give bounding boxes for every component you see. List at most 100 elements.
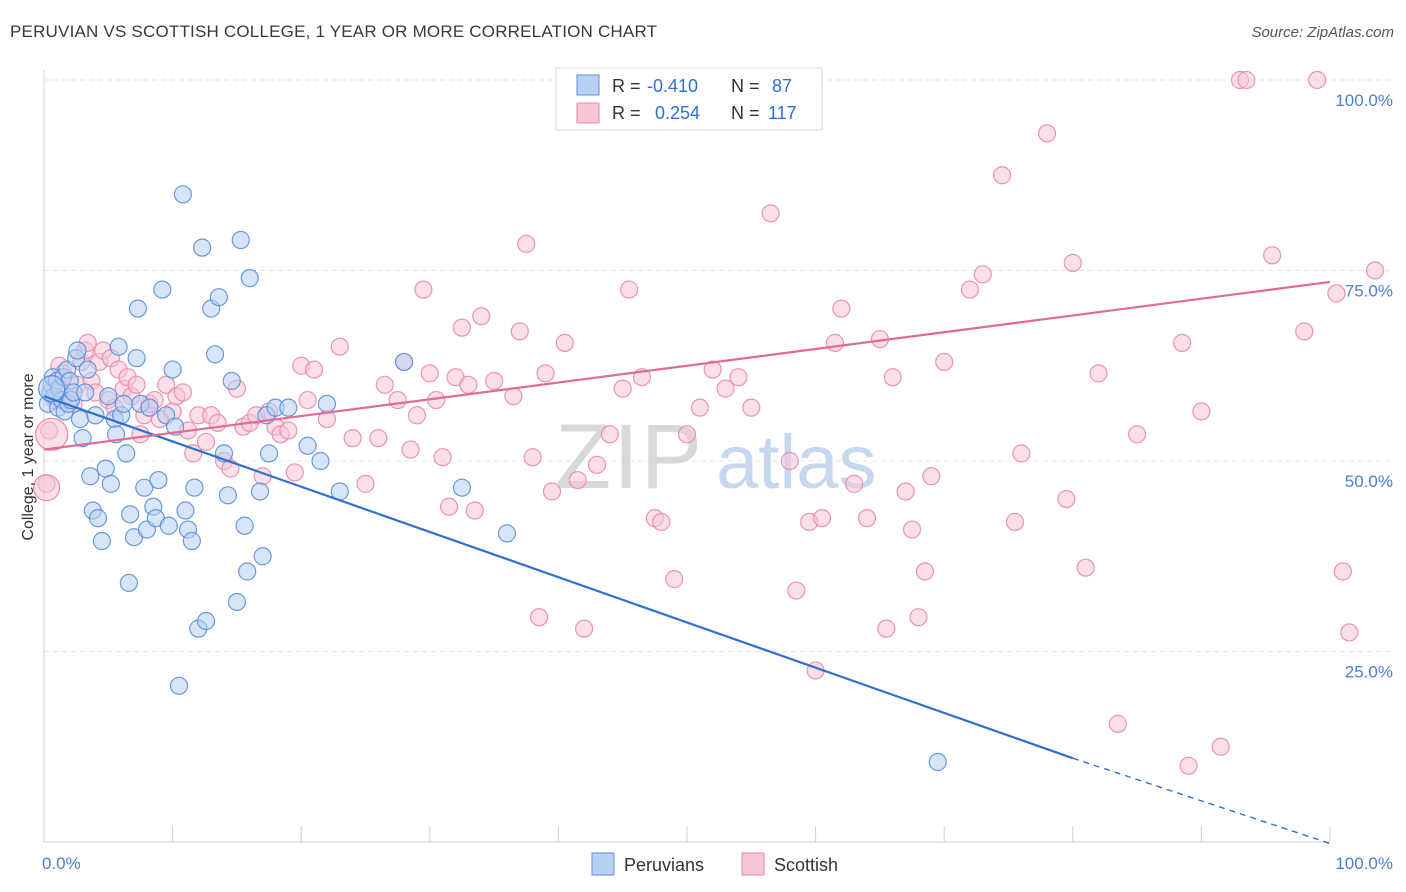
- scottish-point-125: [1076, 558, 1095, 577]
- scottish-point-120: [1005, 512, 1025, 532]
- scottish-point-140: [1340, 623, 1359, 642]
- scottish-point-35: [196, 432, 216, 452]
- chart-title: PERUVIAN VS SCOTTISH COLLEGE, 1 YEAR OR …: [10, 22, 658, 41]
- scottish-point-83: [575, 619, 594, 638]
- scottish-point-97: [742, 398, 761, 417]
- scottish-point-124: [1063, 253, 1082, 272]
- peruvians-point-26: [92, 531, 111, 551]
- peruvians-point-69: [231, 230, 250, 250]
- peruvians-point-78: [279, 398, 298, 417]
- scottish-point-123: [1057, 490, 1076, 509]
- y-tick-label-2: 75.0%: [1345, 282, 1393, 301]
- legend-peruvians-label: Peruvians: [624, 855, 704, 875]
- peruvians-point-19: [73, 429, 92, 448]
- peruvians-point-27: [96, 459, 115, 478]
- scottish-point-85: [600, 425, 619, 444]
- scottish-point-55: [343, 429, 362, 448]
- scottish-point-78: [530, 608, 549, 627]
- peruvians-r-value: -0.410: [647, 76, 698, 96]
- peruvians-point-68: [227, 592, 246, 612]
- trend-lines: [43, 280, 1331, 845]
- scottish-point-66: [433, 448, 452, 467]
- peruvians-point-35: [117, 444, 136, 463]
- scottish-point-137: [1308, 70, 1327, 90]
- watermark-zip: ZIP: [555, 406, 704, 508]
- scottish-point-110: [883, 368, 902, 387]
- scottish-point-80: [542, 482, 562, 501]
- peruvians-point-86: [928, 752, 947, 772]
- scottish-point-129: [1173, 333, 1192, 352]
- scottish-point-74: [504, 387, 523, 406]
- scottish-n-label: N =: [731, 103, 760, 123]
- peruvians-n-label: N =: [731, 76, 760, 96]
- y-tick-label-1: 50.0%: [1345, 472, 1393, 491]
- scottish-point-87: [620, 280, 639, 299]
- scottish-point-cluster: [35, 417, 69, 451]
- peruvians-point-29: [101, 474, 120, 493]
- peruvians-point-76: [259, 444, 279, 463]
- x-tick-label-max: 100.0%: [1335, 854, 1393, 873]
- scottish-point-75: [510, 322, 529, 341]
- scottish-point-126: [1089, 364, 1108, 383]
- scottish-point-64: [420, 364, 439, 383]
- peruvians-point-50: [159, 516, 178, 535]
- legend-scottish-swatch: [741, 852, 765, 876]
- scottish-point-90: [652, 512, 671, 532]
- peruvians-point-84: [452, 478, 472, 497]
- peruvians-point-61: [196, 611, 216, 631]
- peruvians-point-73: [250, 482, 270, 501]
- scottish-point-135: [1263, 246, 1282, 265]
- peruvians-point-32: [109, 337, 128, 356]
- peruvians-point-83: [394, 352, 414, 372]
- scottish-point-115: [922, 467, 941, 486]
- peruvians-point-40: [128, 299, 147, 318]
- scottish-point-119: [992, 166, 1012, 185]
- peruvians-point-81: [317, 394, 337, 413]
- peruvians-point-42: [135, 478, 154, 497]
- scottish-point-58: [375, 375, 394, 394]
- peruvians-point-67: [222, 371, 241, 391]
- series-legend: Peruvians Scottish: [591, 852, 838, 876]
- scottish-point-59: [388, 390, 407, 410]
- scottish-point-48: [279, 421, 298, 440]
- peruvians-point-57: [182, 531, 201, 551]
- x-tick-label-min: 0.0%: [42, 854, 81, 873]
- scottish-trend-line: [43, 280, 1331, 451]
- peruvians-point-47: [149, 470, 168, 490]
- peruvians-trend-extension: [1072, 757, 1331, 845]
- peruvians-point-74: [253, 547, 272, 566]
- scottish-points: [32, 70, 1385, 775]
- peruvians-point-60: [193, 238, 212, 257]
- peruvians-point-55: [176, 501, 195, 520]
- scottish-point-114: [915, 562, 935, 581]
- scottish-point-117: [960, 280, 980, 299]
- scottish-point-63: [414, 280, 433, 299]
- scottish-swatch: [576, 102, 600, 124]
- peruvians-point-37: [121, 505, 140, 524]
- legend-scottish-label: Scottish: [774, 855, 838, 875]
- scottish-point-132: [1211, 737, 1230, 756]
- scottish-point-54: [330, 337, 349, 356]
- peruvians-point-54: [173, 185, 192, 204]
- scottish-point-141: [1365, 261, 1385, 280]
- y-tick-labels: 25.0% 50.0% 75.0% 100.0%: [1335, 91, 1393, 682]
- scottish-point-57: [369, 429, 388, 448]
- peruvians-point-21: [78, 360, 97, 379]
- scottish-point-106: [845, 474, 864, 493]
- scottish-point-127: [1108, 714, 1127, 733]
- scottish-point-69: [452, 318, 472, 337]
- scottish-point-139: [1333, 562, 1352, 581]
- scottish-point-96: [729, 368, 748, 387]
- y-axis-label: College, 1 year or more: [20, 373, 37, 540]
- peruvians-point-85: [497, 524, 517, 543]
- peruvians-point-28: [99, 387, 118, 406]
- scottish-point-31: [173, 383, 192, 402]
- peruvians-point-34: [114, 394, 133, 413]
- stats-legend-box: [555, 67, 823, 131]
- scottish-point-82: [568, 470, 587, 490]
- scottish-point-62: [407, 406, 427, 425]
- stats-legend: R = -0.410 N = 87 R = 0.254 N = 117: [555, 67, 823, 131]
- scottish-point-91: [665, 570, 684, 589]
- peruvians-n-value: 87: [772, 76, 792, 96]
- scottish-point-86: [613, 379, 632, 398]
